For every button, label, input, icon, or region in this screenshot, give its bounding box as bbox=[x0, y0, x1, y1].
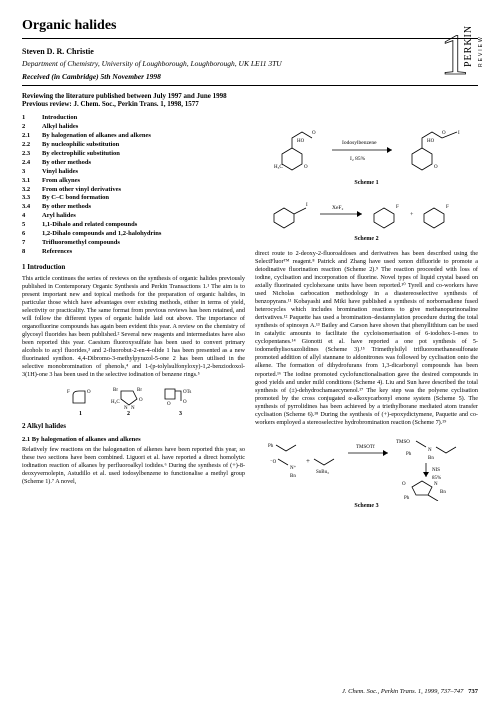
svg-text:TMSOTf: TMSOTf bbox=[356, 445, 375, 450]
compound-structures: O F 1 Br Br O H₃C N N 2 OTs O bbox=[22, 383, 245, 417]
journal-logo: PERKIN REVIEW 1 bbox=[438, 12, 484, 82]
rule bbox=[22, 38, 478, 39]
intro-paragraph: This article continues the series of rev… bbox=[22, 275, 245, 380]
svg-text:OTs: OTs bbox=[183, 390, 191, 395]
svg-text:TMSO: TMSO bbox=[396, 440, 410, 445]
svg-text:1: 1 bbox=[440, 22, 469, 82]
svg-text:Br: Br bbox=[137, 388, 142, 393]
svg-text:O: O bbox=[167, 402, 171, 407]
svg-text:O: O bbox=[87, 390, 91, 395]
left-column: 1Introduction 2Alkyl halides 2.1By halog… bbox=[22, 114, 245, 517]
svg-text:Iodosylbenzene: Iodosylbenzene bbox=[342, 140, 377, 146]
previous-review: Previous review: J. Chem. Soc., Perkin T… bbox=[22, 100, 478, 108]
svg-text:H₃C: H₃C bbox=[111, 400, 120, 405]
svg-text:Ph: Ph bbox=[268, 444, 274, 449]
svg-text:HO: HO bbox=[427, 139, 435, 144]
svg-text:O: O bbox=[312, 131, 316, 136]
scheme-2: I XeF₂ F 75% + F 5% Scheme 2 bbox=[255, 194, 478, 244]
svg-text:O: O bbox=[402, 482, 406, 487]
received-date: Received (in Cambridge) 5th November 199… bbox=[22, 72, 478, 81]
svg-text:⁻O: ⁻O bbox=[270, 460, 277, 465]
svg-text:Bn: Bn bbox=[428, 456, 434, 461]
review-period: Reviewing the literature published betwe… bbox=[22, 92, 478, 100]
scheme-1: HO O H₃C O Iodosylbenzene I₂ 85% HO O O bbox=[255, 120, 478, 188]
svg-text:N: N bbox=[131, 406, 135, 411]
svg-text:+: + bbox=[306, 457, 310, 465]
svg-text:1: 1 bbox=[79, 411, 82, 417]
svg-text:REVIEW: REVIEW bbox=[478, 35, 484, 67]
svg-text:O: O bbox=[183, 400, 187, 405]
svg-text:SnBu₃: SnBu₃ bbox=[316, 470, 329, 475]
rule bbox=[22, 85, 478, 86]
svg-text:F: F bbox=[396, 205, 399, 210]
right-column: HO O H₃C O Iodosylbenzene I₂ 85% HO O O bbox=[255, 114, 478, 517]
svg-text:H₃C: H₃C bbox=[274, 165, 283, 170]
svg-text:HO: HO bbox=[297, 139, 305, 144]
subsection-heading: 2.1 By halogenation of alkanes and alken… bbox=[22, 436, 245, 444]
svg-text:I: I bbox=[458, 131, 460, 136]
svg-text:85%: 85% bbox=[432, 476, 441, 481]
paragraph: direct route to 2-deoxy-2-fluoroaldoses … bbox=[255, 250, 478, 427]
svg-text:Bn: Bn bbox=[290, 474, 296, 479]
scheme-caption: Scheme 3 bbox=[255, 503, 478, 511]
svg-text:N⁺: N⁺ bbox=[290, 465, 297, 471]
article-title: Organic halides bbox=[22, 18, 478, 34]
svg-text:Br: Br bbox=[113, 388, 118, 393]
svg-text:O: O bbox=[442, 131, 446, 136]
svg-text:N: N bbox=[434, 482, 438, 487]
author: Steven D. R. Christie bbox=[22, 47, 478, 56]
scheme-caption: Scheme 2 bbox=[255, 236, 478, 244]
scheme-caption: Scheme 1 bbox=[255, 180, 478, 188]
section-heading: 1 Introduction bbox=[22, 263, 245, 272]
svg-text:N: N bbox=[428, 448, 432, 453]
page-footer: J. Chem. Soc., Perkin Trans. 1, 1999, 73… bbox=[342, 688, 478, 695]
department: Department of Chemistry, University of L… bbox=[22, 59, 478, 68]
svg-text:NIS: NIS bbox=[432, 468, 440, 473]
svg-text:O: O bbox=[139, 398, 143, 403]
svg-text:F: F bbox=[67, 390, 70, 395]
svg-text:Bn: Bn bbox=[440, 490, 446, 495]
svg-text:2: 2 bbox=[127, 411, 130, 417]
paragraph: Relatively few reactions on the halogena… bbox=[22, 446, 245, 486]
svg-text:+: + bbox=[410, 212, 414, 218]
svg-text:Ph: Ph bbox=[404, 496, 410, 501]
section-heading: 2 Alkyl halides bbox=[22, 422, 245, 431]
svg-text:O: O bbox=[434, 165, 438, 170]
svg-text:Ph: Ph bbox=[406, 452, 412, 457]
table-of-contents: 1Introduction 2Alkyl halides 2.1By halog… bbox=[22, 114, 245, 257]
svg-text:XeF₂: XeF₂ bbox=[332, 205, 343, 211]
svg-text:O: O bbox=[304, 165, 308, 170]
svg-text:3: 3 bbox=[179, 411, 182, 417]
scheme-3: Ph ⁻O N⁺ Bn + SnBu₃ TMSOTf TMSO bbox=[255, 433, 478, 511]
svg-text:I₂ 85%: I₂ 85% bbox=[350, 156, 366, 162]
svg-text:I: I bbox=[306, 203, 308, 208]
svg-text:F: F bbox=[446, 205, 449, 210]
